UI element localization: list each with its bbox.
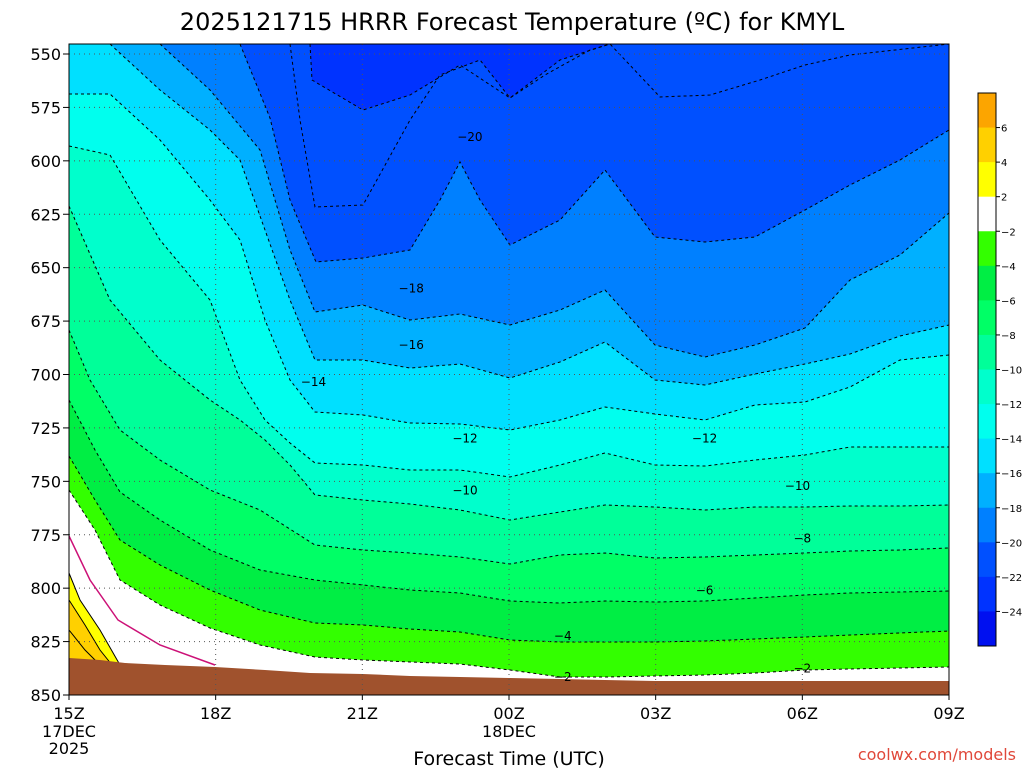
contour-label: −20 [457, 130, 482, 144]
colorbar-tick-label: −10 [1001, 366, 1022, 377]
x-tick-label: 09Z [933, 704, 964, 723]
band-minus-2 [69, 456, 949, 695]
y-tick-label: 575 [30, 98, 61, 117]
colorbar-swatch [978, 404, 996, 440]
contour-line [239, 44, 949, 263]
contour-label: −2 [554, 670, 572, 684]
colorbar-swatch [978, 265, 996, 301]
colorbar-swatch [978, 542, 996, 578]
colorbar-tick-label: −18 [1001, 504, 1022, 515]
y-axis: 550 575 600 625 650 675 700 725 750 775 800 825 850 [30, 45, 69, 705]
contour-label: −2 [793, 661, 811, 675]
contour-lines [69, 44, 949, 678]
contour-labels: −20 −18 −16 −14 −12 −12 −10 −10 −8 −6 −4 −2 −2 [301, 130, 811, 684]
contour-line [69, 145, 949, 478]
contour-label: −12 [452, 431, 477, 445]
x-tick-label: 18Z [200, 704, 231, 723]
y-tick-label: 625 [30, 205, 61, 224]
contour-line [69, 329, 949, 565]
y-tick-label: 725 [30, 419, 61, 438]
grid-lines [69, 44, 949, 695]
colorbar-tick-label: 6 [1001, 124, 1007, 135]
freezing-line [69, 535, 216, 666]
colorbar-swatch [978, 127, 996, 163]
x-tick-label: 06Z [787, 704, 818, 723]
contour-line [69, 599, 113, 666]
contour-label: −10 [452, 484, 477, 498]
y-tick-label: 850 [30, 686, 61, 705]
contour-line [69, 93, 949, 431]
y-tick-label: 600 [30, 152, 61, 171]
x-tick-label: 00Z [493, 704, 524, 723]
terrain [69, 658, 949, 695]
colorbar-tick-label: −22 [1001, 573, 1022, 584]
colorbar-tick-label: −14 [1001, 435, 1022, 446]
x-tick-sublabel: 18DEC [482, 722, 536, 741]
contour-label: −18 [399, 282, 424, 296]
colorbar-swatch [978, 231, 996, 267]
colorbar-tick-label: 4 [1001, 158, 1007, 169]
y-tick-label: 800 [30, 579, 61, 598]
x-tick-label: 21Z [347, 704, 378, 723]
contour-label: −10 [785, 479, 810, 493]
colorbar-tick-label: −16 [1001, 469, 1022, 480]
chart-title: 2025121715 HRRR Forecast Temperature (ºC… [180, 8, 845, 36]
x-tick-sublabel: 2025 [49, 739, 90, 758]
colorbar: 6 4 2 −2 −4 −6 −8 −10 −12 −14 −16 −18 −20 −22 −24 [977, 92, 1022, 647]
contour-label: −16 [399, 338, 424, 352]
colorbar-tick-label: −4 [1001, 262, 1016, 273]
contour-label: −6 [696, 583, 714, 597]
y-tick-label: 775 [30, 526, 61, 545]
x-tick-label: 03Z [640, 704, 671, 723]
colorbar-tick-label: 2 [1001, 193, 1007, 204]
colorbar-swatch [978, 473, 996, 509]
colorbar-swatch [978, 507, 996, 543]
colorbar-tick-label: −6 [1001, 296, 1016, 307]
y-tick-label: 700 [30, 366, 61, 385]
y-tick-label: 650 [30, 259, 61, 278]
colorbar-tick-label: −12 [1001, 400, 1022, 411]
contour-line [69, 399, 949, 604]
colorbar-swatch [978, 334, 996, 370]
colorbar-tick-label: −2 [1001, 227, 1016, 238]
colorbar-tick-label: −8 [1001, 331, 1016, 342]
band-plus-4 [69, 600, 112, 665]
contour-line [69, 455, 949, 643]
contour-label: −14 [301, 375, 326, 389]
contour-line [69, 572, 121, 666]
contour-label: −12 [692, 431, 717, 445]
colorbar-swatch [978, 576, 996, 612]
y-tick-label: 750 [30, 472, 61, 491]
y-tick-label: 550 [30, 45, 61, 64]
contour-label: −4 [554, 629, 572, 643]
x-tick-label: 15Z [53, 704, 84, 723]
colorbar-tick-label: −20 [1001, 538, 1022, 549]
colorbar-swatch [978, 300, 996, 336]
plot-area [69, 44, 949, 695]
colorbar-swatch [978, 438, 996, 474]
credit-text: coolwx.com/models [858, 745, 1016, 764]
contour-line [159, 44, 949, 358]
colorbar-tick-label: −24 [1001, 607, 1022, 618]
y-tick-label: 675 [30, 312, 61, 331]
colorbar-swatch [978, 611, 996, 647]
colorbar-swatch [978, 369, 996, 405]
contour-label: −8 [793, 531, 811, 545]
y-tick-label: 825 [30, 633, 61, 652]
colorbar-swatch [978, 162, 996, 198]
contour-line [109, 44, 949, 386]
colorbar-swatch [978, 93, 996, 129]
x-tick-sublabel: 17DEC [42, 722, 96, 741]
x-axis-label: Forecast Time (UTC) [413, 748, 604, 768]
colorbar-swatch [978, 196, 996, 232]
